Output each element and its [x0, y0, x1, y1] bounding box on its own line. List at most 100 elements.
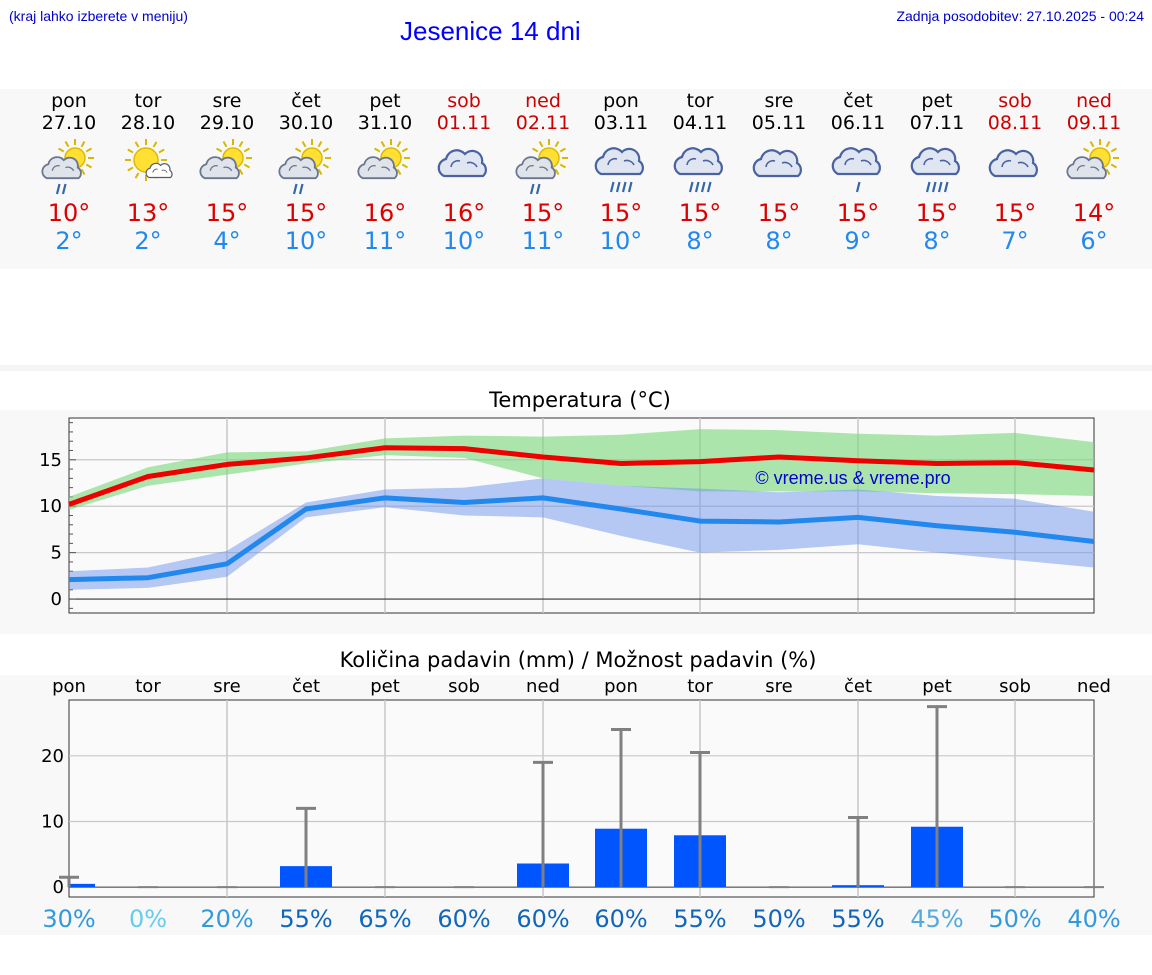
- watermark: © vreme.us & vreme.pro: [755, 468, 950, 488]
- day-name: pon: [51, 90, 87, 112]
- precip-probability: 20%: [200, 905, 253, 933]
- day-date: 06.11: [831, 112, 885, 134]
- page-title: Jesenice 14 dni: [400, 16, 581, 46]
- day-name: ned: [1076, 90, 1112, 112]
- x-category-label: sre: [213, 676, 240, 697]
- max-temperature-range: [69, 429, 1094, 510]
- temp-max: 10°: [48, 199, 91, 227]
- cloud-drizzle-icon: [831, 147, 881, 193]
- precip-probability: 65%: [358, 905, 411, 933]
- day-date: 04.11: [673, 112, 727, 134]
- temp-min: 9°: [844, 227, 871, 255]
- sun-cloud-icon: [357, 139, 410, 180]
- day-date: 02.11: [516, 112, 570, 134]
- y-tick-label: 20: [41, 746, 64, 767]
- y-tick-label: 0: [51, 589, 62, 610]
- sun-cloud-drizzle-icon: [41, 139, 94, 195]
- precipitation-chart: Količina padavin (mm) / Možnost padavin …: [41, 648, 1121, 933]
- precip-probability: 40%: [1067, 905, 1120, 933]
- day-date: 31.10: [358, 112, 412, 134]
- temp-min: 10°: [443, 227, 486, 255]
- day-date: 28.10: [121, 112, 175, 134]
- x-category-label: pon: [604, 676, 638, 697]
- temp-min: 11°: [364, 227, 407, 255]
- rain-drops: [529, 183, 541, 195]
- temp-min: 8°: [923, 227, 950, 255]
- cloud-shape: [278, 156, 319, 180]
- day-name: ned: [525, 90, 561, 112]
- temp-max: 15°: [837, 199, 880, 227]
- day-name: pet: [921, 90, 952, 112]
- temp-min: 11°: [522, 227, 565, 255]
- day-name: sob: [998, 90, 1032, 112]
- precip-probability: 60%: [516, 905, 569, 933]
- day-name: tor: [135, 90, 162, 112]
- temp-max: 15°: [522, 199, 565, 227]
- precip-probability: 55%: [673, 905, 726, 933]
- temp-min: 2°: [55, 227, 82, 255]
- temperature-chart: Temperatura (°C) 0 5 10 15 © vreme.us & vreme…: [39, 388, 1095, 614]
- divider: [0, 365, 1152, 371]
- precip-bar: [69, 883, 95, 888]
- temp-max: 15°: [994, 199, 1037, 227]
- temp-max: 15°: [758, 199, 801, 227]
- cloud-shape: [910, 147, 960, 176]
- precip-probability: 0%: [129, 905, 167, 933]
- temp-max: 16°: [364, 199, 407, 227]
- cloud-shape: [831, 147, 881, 176]
- y-tick-label: 5: [51, 543, 62, 564]
- location-menu-hint[interactable]: (kraj lahko izberete v meniju): [9, 8, 188, 24]
- cloud-shape: [1066, 156, 1107, 180]
- sun-cloud-drizzle-icon: [515, 139, 568, 195]
- last-update: Zadnja posodobitev: 27.10.2025 - 00:24: [896, 8, 1144, 24]
- cloud-rain-icon: [910, 147, 960, 193]
- precip-probability: 55%: [831, 905, 884, 933]
- temp-min: 10°: [285, 227, 328, 255]
- temp-max: 15°: [206, 199, 249, 227]
- day-name: tor: [687, 90, 714, 112]
- day-date: 30.10: [279, 112, 333, 134]
- x-category-label: pet: [922, 676, 952, 697]
- temp-min: 8°: [686, 227, 713, 255]
- x-category-label: pon: [52, 676, 86, 697]
- rain-drops: [855, 181, 861, 193]
- precip-probability: 45%: [910, 905, 963, 933]
- precip-probability: 60%: [437, 905, 490, 933]
- cloud-shape: [437, 149, 487, 178]
- temp-max: 16°: [443, 199, 486, 227]
- cloud-icon: [752, 149, 802, 178]
- x-category-label: čet: [292, 676, 320, 697]
- y-tick-label: 15: [39, 450, 62, 471]
- temp-min: 10°: [600, 227, 643, 255]
- max-temperature-line: [68, 445, 1095, 507]
- precip-probability: 60%: [594, 905, 647, 933]
- day-date: 27.10: [42, 112, 96, 134]
- x-category-label: sre: [765, 676, 792, 697]
- day-name: sob: [447, 90, 481, 112]
- cloud-shape: [145, 162, 173, 179]
- chart-title: Temperatura (°C): [488, 388, 671, 412]
- cloud-rain-icon: [594, 147, 644, 193]
- day-date: 08.11: [988, 112, 1042, 134]
- temp-max: 15°: [285, 199, 328, 227]
- x-category-label: sob: [999, 676, 1031, 697]
- cloud-shape: [752, 149, 802, 178]
- temp-min: 2°: [134, 227, 161, 255]
- cloud-shape: [988, 149, 1038, 178]
- cloud-icon: [437, 149, 487, 178]
- x-category-label: tor: [687, 676, 713, 697]
- day-name: čet: [843, 90, 873, 112]
- precip-probability: 50%: [988, 905, 1041, 933]
- x-category-label: čet: [844, 676, 872, 697]
- day-date: 01.11: [437, 112, 491, 134]
- x-category-label: pet: [370, 676, 400, 697]
- rain-drops: [609, 181, 633, 193]
- temp-max: 15°: [600, 199, 643, 227]
- day-name: sre: [213, 90, 242, 112]
- day-name: sre: [765, 90, 794, 112]
- cloud-shape: [594, 147, 644, 176]
- day-date: 03.11: [594, 112, 648, 134]
- day-name: pet: [369, 90, 400, 112]
- x-category-label: ned: [1077, 676, 1111, 697]
- y-tick-label: 0: [53, 877, 64, 898]
